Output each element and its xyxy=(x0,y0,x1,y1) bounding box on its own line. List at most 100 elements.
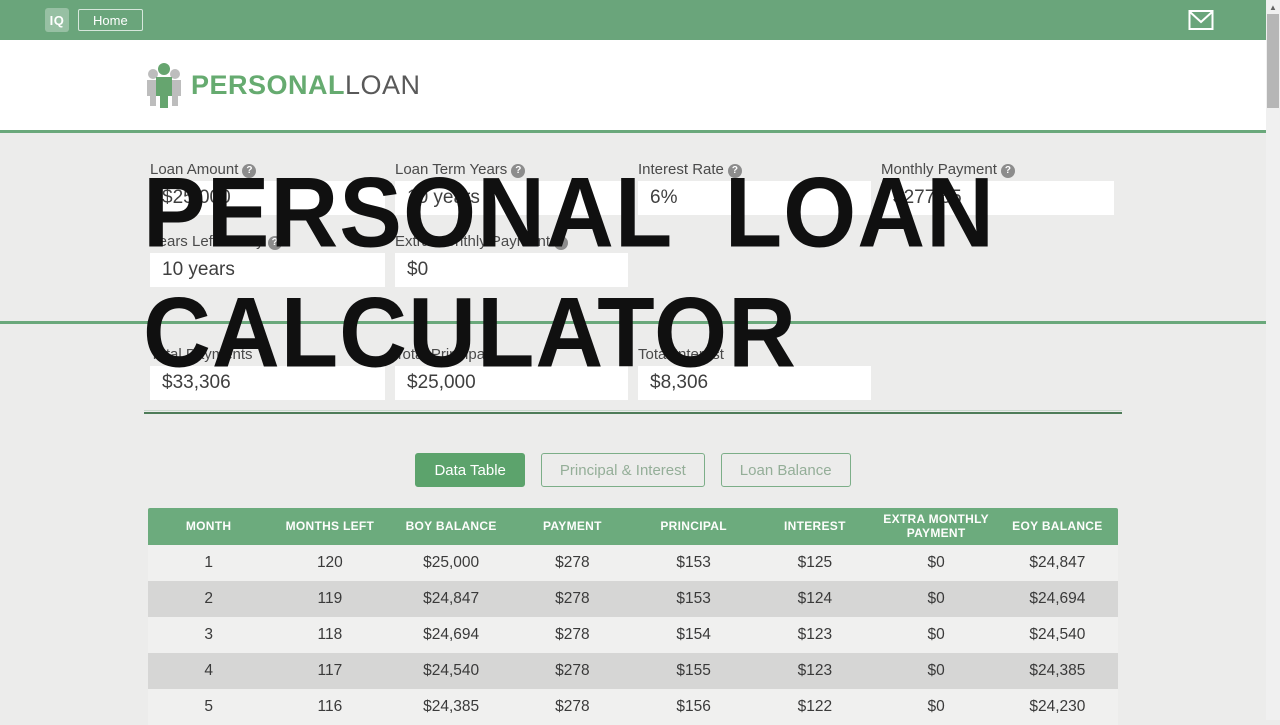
table-cell: $0 xyxy=(927,662,945,679)
table-column-header: EXTRA MONTHLY PAYMENT xyxy=(883,511,989,540)
table-cell: 4 xyxy=(204,662,213,679)
iq-logo[interactable]: IQ xyxy=(45,8,69,32)
tab-principal-interest[interactable]: Principal & Interest xyxy=(540,453,705,487)
table-cell: $122 xyxy=(797,698,833,715)
table-cell: 3 xyxy=(204,626,213,643)
total-payments-value xyxy=(150,366,385,400)
table-row: 3 118 $24,694 $278 $154 $123 $0 $24,540 xyxy=(148,617,1118,653)
table-body: 1 120 $25,000 $278 $153 $125 $0 $24,847 2 119 $24,… xyxy=(148,545,1118,725)
table-column-header: PAYMENT xyxy=(542,518,602,533)
table-cell: $25,000 xyxy=(423,554,480,571)
question-circle-icon[interactable]: ? xyxy=(1000,164,1015,178)
table-cell: $278 xyxy=(555,662,590,679)
years-left-label: Years Left to Pay? xyxy=(150,233,385,251)
interest-rate-label: Interest Rate? xyxy=(638,161,871,179)
view-tabs: Data Table Principal & Interest Loan Bal… xyxy=(0,453,1266,487)
scroll-up-arrow-icon[interactable]: ▲ xyxy=(1269,3,1277,12)
table-cell: 2 xyxy=(204,590,213,607)
years-left-input[interactable] xyxy=(150,253,385,287)
table-cell: $278 xyxy=(555,698,590,715)
envelope-icon[interactable] xyxy=(1188,9,1214,31)
table-cell: $0 xyxy=(927,554,945,571)
extra-payment-label: Extra Monthly Payment? xyxy=(395,233,628,251)
years-left-field: Years Left to Pay? xyxy=(150,233,385,287)
table-header-row: MONTH MONTHS LEFT BOY BALANCE PAYMENT PRINCI… xyxy=(148,508,1118,545)
table-column-header: MONTH xyxy=(185,518,232,533)
extra-payment-input[interactable] xyxy=(395,253,628,287)
table-cell: $0 xyxy=(927,626,945,643)
table-column-header: EOY BALANCE xyxy=(1012,518,1103,533)
totals-divider xyxy=(144,410,1122,414)
table-row: 1 120 $25,000 $278 $153 $125 $0 $24,847 xyxy=(148,545,1118,581)
tab-data-table[interactable]: Data Table xyxy=(415,453,525,487)
total-payments-field: Total Payments xyxy=(150,346,385,400)
table-cell: $24,847 xyxy=(1029,554,1086,571)
total-principal-label: Total Principal xyxy=(395,346,489,363)
question-circle-icon[interactable]: ? xyxy=(511,164,526,178)
brand-name: PERSONALLOAN xyxy=(191,70,421,101)
table-row: 4 117 $24,540 $278 $155 $123 $0 $24,385 xyxy=(148,653,1118,689)
table-cell: $156 xyxy=(676,698,711,715)
monthly-payment-field: Monthly Payment? xyxy=(881,161,1114,215)
table-column-header: INTEREST xyxy=(784,518,846,533)
amortization-table: MONTH MONTHS LEFT BOY BALANCE PAYMENT PRINCI… xyxy=(148,508,1118,725)
table-cell: $24,694 xyxy=(1029,590,1086,607)
total-interest-value xyxy=(638,366,871,400)
brand-name-secondary: LOAN xyxy=(345,69,421,100)
table-cell: $123 xyxy=(797,626,833,643)
table-cell: $0 xyxy=(927,698,945,715)
monthly-payment-label: Monthly Payment? xyxy=(881,161,1114,179)
question-circle-icon[interactable]: ? xyxy=(242,164,257,178)
table-cell: $24,230 xyxy=(1029,698,1086,715)
table-cell: $125 xyxy=(797,554,833,571)
table-cell: $24,847 xyxy=(423,590,480,607)
home-button[interactable]: Home xyxy=(78,9,143,31)
table-cell: 117 xyxy=(317,662,343,679)
total-principal-value xyxy=(395,366,628,400)
table-cell: 1 xyxy=(204,554,213,571)
loan-amount-field: Loan Amount? xyxy=(150,161,385,215)
total-interest-field: Total Interest xyxy=(638,346,871,400)
table-cell: $24,385 xyxy=(423,698,480,715)
table-cell: 120 xyxy=(316,554,343,571)
table-cell: $24,694 xyxy=(423,626,480,643)
brand-name-primary: PERSONAL xyxy=(191,69,346,100)
table-cell: $24,385 xyxy=(1029,662,1086,679)
total-principal-field: Total Principal xyxy=(395,346,628,400)
site-header: PERSONALLOAN xyxy=(0,40,1266,130)
loan-term-input[interactable] xyxy=(395,181,628,215)
person-icon xyxy=(147,63,181,108)
table-cell: $153 xyxy=(676,554,711,571)
table-row: 5 116 $24,385 $278 $156 $122 $0 $24,230 xyxy=(148,689,1118,725)
table-cell: $278 xyxy=(555,554,590,571)
monthly-payment-input[interactable] xyxy=(881,181,1114,215)
header-divider xyxy=(0,130,1266,133)
table-cell: $24,540 xyxy=(1029,626,1086,643)
table-cell: 118 xyxy=(317,626,343,643)
table-cell: $124 xyxy=(797,590,833,607)
loan-amount-label: Loan Amount? xyxy=(150,161,385,179)
interest-rate-input[interactable] xyxy=(638,181,871,215)
table-column-header: MONTHS LEFT xyxy=(285,518,375,533)
section-divider xyxy=(0,321,1266,324)
table-cell: $0 xyxy=(927,590,945,607)
scrollbar-thumb[interactable] xyxy=(1267,14,1279,108)
question-circle-icon[interactable]: ? xyxy=(727,164,742,178)
loan-amount-input[interactable] xyxy=(150,181,385,215)
question-circle-icon[interactable]: ? xyxy=(554,236,569,250)
total-interest-label: Total Interest xyxy=(638,346,724,363)
scrollbar[interactable]: ▲ xyxy=(1266,0,1280,720)
brand-logo[interactable]: PERSONALLOAN xyxy=(145,62,421,108)
table-cell: 116 xyxy=(317,698,343,715)
table-cell: $24,540 xyxy=(423,662,480,679)
total-payments-label: Total Payments xyxy=(150,346,253,363)
question-circle-icon[interactable]: ? xyxy=(267,236,282,250)
loan-term-label: Loan Term Years? xyxy=(395,161,628,179)
table-cell: $123 xyxy=(797,662,833,679)
table-cell: 119 xyxy=(317,590,343,607)
tab-loan-balance[interactable]: Loan Balance xyxy=(720,453,851,487)
table-cell: $153 xyxy=(676,590,711,607)
table-column-header: BOY BALANCE xyxy=(405,518,497,533)
table-cell: $278 xyxy=(555,590,590,607)
extra-payment-field: Extra Monthly Payment? xyxy=(395,233,628,287)
